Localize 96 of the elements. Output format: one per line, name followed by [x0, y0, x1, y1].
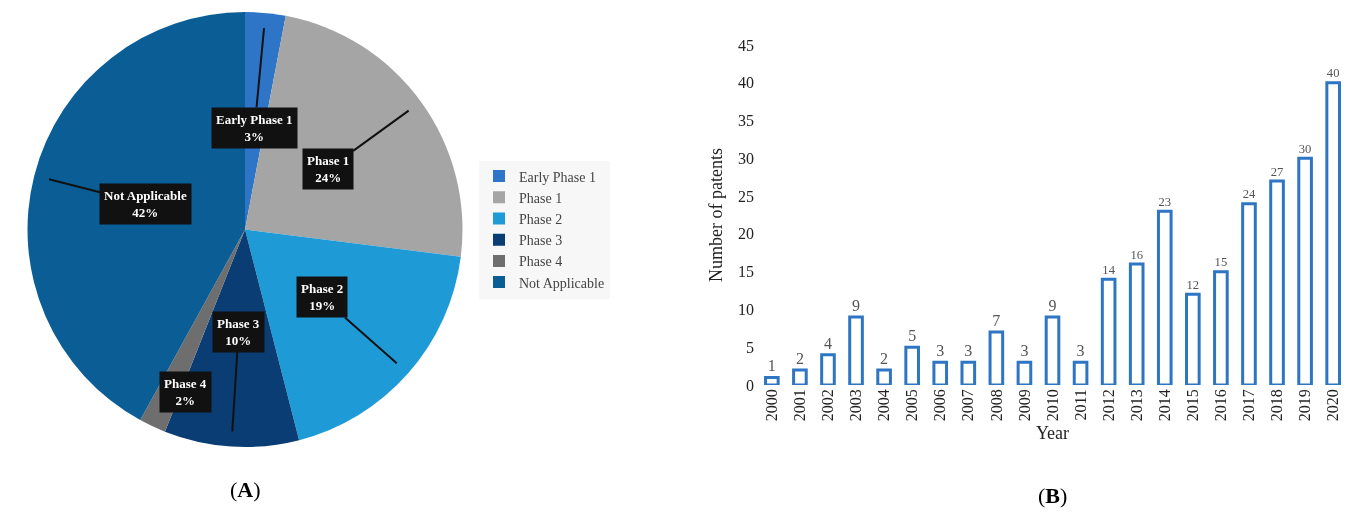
slice-label: Phase 3: [217, 316, 260, 331]
bar: [960, 360, 977, 385]
data-label: 3%: [244, 128, 265, 144]
y-tick-label: 40: [738, 74, 754, 92]
y-tick-label: 35: [738, 112, 754, 130]
y-tick-label: 10: [738, 301, 754, 319]
bar: [820, 353, 836, 385]
data-label: 4: [823, 334, 832, 352]
x-tick-label: 2019: [1296, 389, 1314, 422]
x-tick-label: 2011: [1071, 389, 1089, 421]
y-axis-title: Number of patents: [706, 148, 727, 282]
x-tick-label: 2008: [987, 389, 1005, 422]
bar: [1156, 209, 1173, 385]
pie-slice: [245, 15, 463, 257]
x-tick-label: 2012: [1099, 389, 1117, 422]
y-tick-label: 45: [738, 36, 754, 54]
text: (A): [230, 477, 261, 502]
data-label: 24%: [315, 169, 342, 185]
data-label: 15: [1214, 255, 1228, 270]
bar: [1269, 179, 1285, 385]
bar: [1072, 360, 1089, 385]
data-label: 9: [852, 297, 861, 314]
bar: [1325, 81, 1341, 385]
data-label: 42%: [132, 204, 159, 220]
slice-label: Phase 4: [164, 376, 207, 391]
bar: [932, 360, 949, 385]
bar: [1241, 202, 1257, 385]
bar: [1297, 156, 1313, 385]
slice-label: Early Phase 1: [216, 112, 293, 127]
x-tick-label: 2017: [1240, 389, 1258, 422]
data-label: 2: [795, 349, 804, 367]
y-tick-label: 5: [746, 338, 754, 356]
legend-label: Phase 4: [519, 254, 563, 270]
data-label: 30: [1298, 141, 1312, 156]
data-label: 12: [1186, 277, 1200, 292]
bar: [848, 315, 864, 385]
legend-label: Not Applicable: [519, 275, 605, 291]
x-tick-label: 2009: [1015, 389, 1033, 422]
x-tick-label: 2001: [791, 389, 809, 422]
slice-label: Phase 2: [301, 281, 344, 296]
bar: [988, 330, 1005, 385]
data-label: 40: [1326, 66, 1340, 81]
bar: [1100, 277, 1117, 385]
legend-label: Phase 3: [519, 233, 563, 249]
data-label: 3: [1076, 342, 1085, 360]
legend-label: Phase 2: [519, 211, 563, 227]
data-label: 9: [1048, 297, 1057, 314]
data-label: 7: [992, 312, 1001, 330]
x-tick-label: 2000: [763, 389, 781, 422]
y-tick-label: 25: [738, 187, 754, 205]
bar: [1128, 262, 1145, 385]
bar: [764, 375, 780, 385]
bar: [876, 368, 892, 385]
x-tick-label: 2020: [1324, 389, 1342, 422]
legend-label: Early Phase 1: [519, 169, 596, 185]
data-label: 27: [1270, 164, 1284, 179]
y-tick-label: 20: [738, 225, 754, 243]
data-label: 1: [767, 357, 776, 375]
x-tick-label: 2002: [819, 389, 837, 422]
x-tick-label: 2003: [847, 389, 865, 422]
bar: [1185, 292, 1201, 385]
slice-label: Phase 1: [307, 153, 350, 168]
text: (B): [1038, 483, 1068, 508]
x-tick-label: 2018: [1268, 389, 1286, 422]
bar: [1213, 270, 1229, 385]
data-label: 14: [1102, 262, 1116, 277]
x-tick-label: 2013: [1127, 389, 1145, 422]
bar: [904, 345, 920, 385]
x-tick-label: 2004: [875, 389, 893, 422]
x-tick-label: 2015: [1184, 389, 1202, 422]
data-label: 24: [1242, 187, 1256, 202]
bar: [1016, 360, 1033, 385]
data-label: 19%: [309, 297, 336, 313]
x-tick-label: 2016: [1212, 389, 1230, 422]
data-label: 5: [908, 327, 917, 345]
y-tick-label: 15: [738, 263, 754, 281]
data-label: 2%: [175, 392, 195, 408]
data-label: 23: [1158, 194, 1172, 209]
y-tick-label: 30: [738, 149, 754, 167]
data-label: 10%: [225, 332, 252, 348]
data-label: 3: [936, 342, 945, 360]
x-tick-label: 2005: [903, 389, 921, 422]
slice-label: Not Applicable: [104, 188, 187, 203]
data-label: 2: [880, 349, 889, 367]
data-label: 3: [1020, 342, 1029, 360]
x-axis-title: Year: [1035, 423, 1070, 444]
bar: [792, 368, 808, 385]
x-tick-label: 2007: [959, 389, 977, 422]
legend-label: Phase 1: [519, 190, 563, 206]
x-tick-label: 2014: [1155, 389, 1173, 422]
x-tick-label: 2006: [931, 389, 949, 422]
data-label: 3: [964, 342, 973, 360]
bar: [1044, 315, 1061, 385]
y-tick-label: 0: [746, 376, 754, 394]
x-tick-label: 2010: [1043, 389, 1061, 422]
data-label: 16: [1130, 247, 1143, 262]
